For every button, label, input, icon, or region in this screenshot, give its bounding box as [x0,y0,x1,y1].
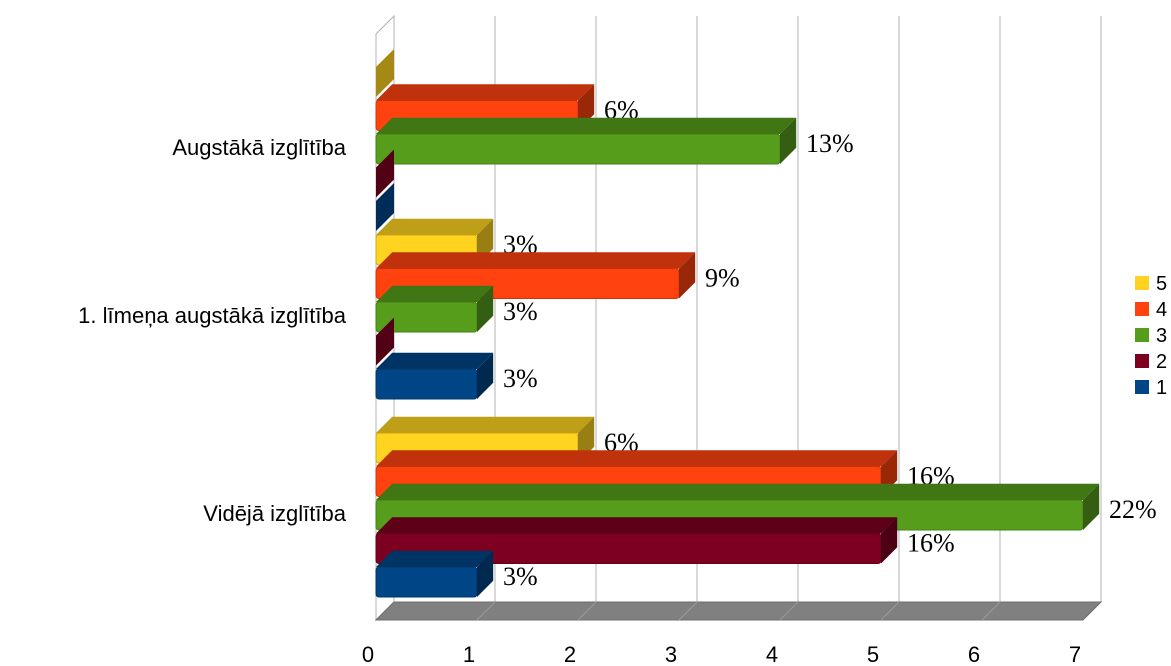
x-tick-label: 7 [1069,642,1081,666]
legend-swatch [1135,302,1149,316]
legend-label: 4 [1156,299,1167,321]
legend-label: 1 [1156,377,1167,399]
legend-swatch [1135,328,1149,342]
x-tick-label: 3 [665,642,677,666]
bar-top-face [376,550,494,567]
x-tick-label: 0 [362,642,374,666]
category-label: 1. līmeņa augstākā izglītība [78,303,347,328]
data-label: 16% [907,529,955,558]
data-label: 3% [503,364,538,393]
floor-gridline [880,601,900,621]
category-label: Augstākā izglītība [172,135,346,160]
chart-floor [374,601,1103,621]
bar [375,368,478,400]
data-label: 3% [503,297,538,326]
bar-side-face [477,352,494,399]
legend-swatch [1135,380,1149,394]
floor-gridline [779,601,799,621]
bar-side-face [477,550,494,597]
bar [376,49,394,97]
bar-side-face [1083,483,1100,530]
bar [376,183,394,231]
bar-top-face [376,352,494,369]
bar-top-face [376,450,898,467]
bar-side-face [477,285,494,332]
bar-top-face [376,218,494,235]
bar-side-face [780,117,797,164]
bar-top-face [376,483,1100,500]
bar [376,149,394,198]
legend-label: 5 [1156,273,1167,295]
x-tick-label: 5 [867,642,879,666]
x-tick-label: 2 [564,642,576,666]
bar [375,133,781,165]
legend-swatch [1135,276,1149,290]
x-tick-label: 1 [463,642,475,666]
floor-gridline [476,601,496,621]
legend-label: 2 [1156,351,1167,373]
bar-top-face [376,285,494,302]
bar-top-face [376,84,595,101]
bar-top-face [376,117,797,134]
legend-label: 3 [1156,325,1167,347]
floor-gridline [678,601,698,621]
bar-top-face [376,517,898,534]
legend-swatch [1135,354,1149,368]
x-tick-label: 4 [766,642,778,666]
bar [375,566,478,598]
data-label: 22% [1109,495,1157,524]
bar [376,317,394,366]
floor-gridline [577,601,597,621]
bar-top-face [376,416,595,433]
bar-side-face [881,517,898,564]
floor-gridline [981,601,1001,621]
data-label: 3% [503,562,538,591]
x-tick-label: 6 [968,642,980,666]
data-label: 9% [705,264,740,293]
bar-top-face [376,252,696,269]
category-label: Vidējā izglītība [203,501,346,526]
bar-side-face [679,252,696,299]
data-label: 13% [806,129,854,158]
